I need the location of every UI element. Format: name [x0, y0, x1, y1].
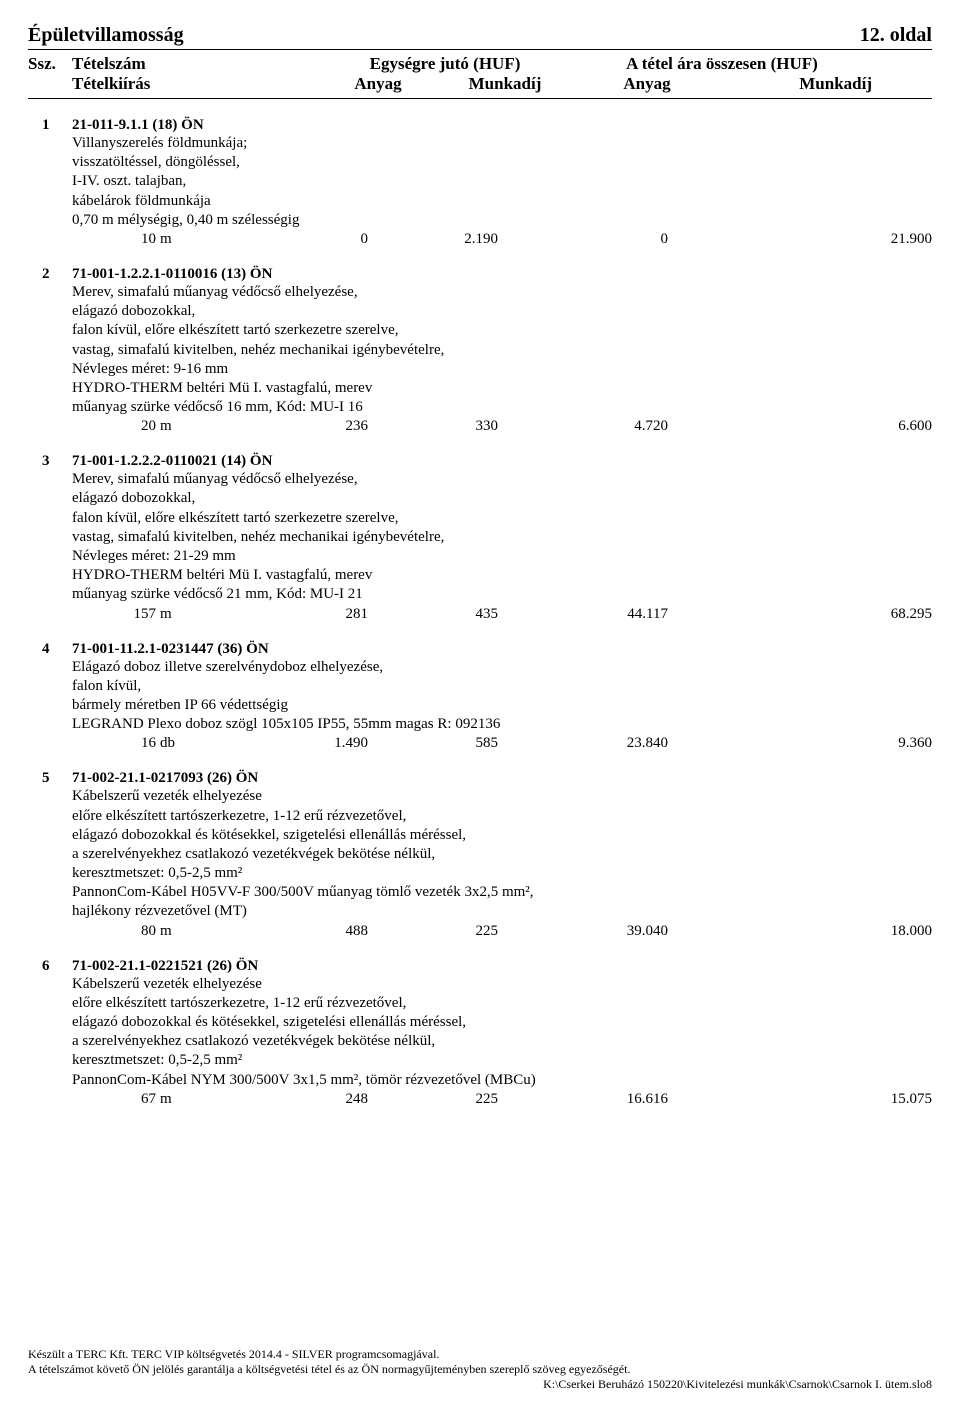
item-desc: Merev, simafalú műanyag védőcső elhelyez… [72, 470, 932, 604]
item-desc: Kábelszerű vezeték elhelyezéseelőre elké… [72, 787, 932, 921]
qty: 80 [72, 923, 160, 940]
footer-line2: A tételszámot követő ÖN jelölés garantál… [28, 1362, 630, 1377]
unit-munkadij: 585 [368, 735, 498, 752]
item-body: 71-001-1.2.2.2-0110021 (14) ÖNMerev, sim… [72, 453, 932, 604]
item-code: 71-001-11.2.1-0231447 (36) ÖN [72, 641, 932, 658]
col-anyag-unit: Anyag [318, 74, 438, 94]
footer-path: K:\Cserkei Beruházó 150220\Kivitelezési … [28, 1377, 932, 1392]
unit-munkadij: 225 [368, 1091, 498, 1108]
item-body: 71-002-21.1-0221521 (26) ÖNKábelszerű ve… [72, 958, 932, 1090]
unit-anyag: 248 [198, 1091, 368, 1108]
item-ssz: 3 [28, 453, 72, 604]
total-munkadij: 68.295 [668, 606, 932, 623]
unit: m [160, 1091, 198, 1108]
total-anyag: 39.040 [498, 923, 668, 940]
total-anyag: 23.840 [498, 735, 668, 752]
col-tetelszam: Tételszám [72, 54, 318, 74]
unit: m [160, 606, 198, 623]
unit-munkadij: 225 [368, 923, 498, 940]
item-qty-row: 10m02.190021.900 [28, 231, 932, 248]
total-anyag: 44.117 [498, 606, 668, 623]
col-tetelkiiras: Tételkiírás [72, 74, 318, 94]
total-munkadij: 15.075 [668, 1091, 932, 1108]
line-item: 371-001-1.2.2.2-0110021 (14) ÖNMerev, si… [28, 453, 932, 604]
line-item: 671-002-21.1-0221521 (26) ÖNKábelszerű v… [28, 958, 932, 1090]
col-munkadij-total: Munkadíj [722, 74, 872, 94]
item-body: 71-001-1.2.2.1-0110016 (13) ÖNMerev, sim… [72, 266, 932, 417]
col-munkadij-unit: Munkadíj [438, 74, 572, 94]
item-qty-row: 20m2363304.7206.600 [28, 418, 932, 435]
line-item: 471-001-11.2.1-0231447 (36) ÖNElágazó do… [28, 641, 932, 735]
col-anyag-total: Anyag [572, 74, 722, 94]
unit: m [160, 418, 198, 435]
item-desc: Elágazó doboz illetve szerelvénydoboz el… [72, 658, 932, 735]
page-number: 12. oldal [860, 24, 932, 47]
qty: 157 [72, 606, 160, 623]
col-total: A tétel ára összesen (HUF) [572, 54, 872, 74]
unit-munkadij: 435 [368, 606, 498, 623]
item-ssz: 6 [28, 958, 72, 1090]
item-qty-row: 16db1.49058523.8409.360 [28, 735, 932, 752]
line-item: 121-011-9.1.1 (18) ÖNVillanyszerelés föl… [28, 117, 932, 230]
page-header: Épületvillamosság 12. oldal [28, 24, 932, 50]
page-footer: Készült a TERC Kft. TERC VIP költségveté… [28, 1347, 932, 1392]
item-body: 71-002-21.1-0217093 (26) ÖNKábelszerű ve… [72, 770, 932, 921]
item-qty-row: 67m24822516.61615.075 [28, 1091, 932, 1108]
item-ssz: 2 [28, 266, 72, 417]
unit-munkadij: 2.190 [368, 231, 498, 248]
unit: db [160, 735, 198, 752]
item-ssz: 5 [28, 770, 72, 921]
unit-munkadij: 330 [368, 418, 498, 435]
item-code: 71-002-21.1-0217093 (26) ÖN [72, 770, 932, 787]
total-anyag: 16.616 [498, 1091, 668, 1108]
unit-anyag: 281 [198, 606, 368, 623]
col-ssz: Ssz. [28, 54, 72, 74]
line-item: 571-002-21.1-0217093 (26) ÖNKábelszerű v… [28, 770, 932, 921]
item-qty-row: 80m48822539.04018.000 [28, 923, 932, 940]
column-header-row2: Tételkiírás Anyag Munkadíj Anyag Munkadí… [28, 74, 932, 99]
total-anyag: 0 [498, 231, 668, 248]
unit: m [160, 231, 198, 248]
unit-anyag: 236 [198, 418, 368, 435]
unit: m [160, 923, 198, 940]
line-item: 271-001-1.2.2.1-0110016 (13) ÖNMerev, si… [28, 266, 932, 417]
item-desc: Merev, simafalú műanyag védőcső elhelyez… [72, 283, 932, 417]
unit-anyag: 0 [198, 231, 368, 248]
item-code: 21-011-9.1.1 (18) ÖN [72, 117, 932, 134]
qty: 16 [72, 735, 160, 752]
item-body: 71-001-11.2.1-0231447 (36) ÖNElágazó dob… [72, 641, 932, 735]
item-body: 21-011-9.1.1 (18) ÖNVillanyszerelés föld… [72, 117, 932, 230]
item-desc: Kábelszerű vezeték elhelyezéseelőre elké… [72, 975, 932, 1090]
total-anyag: 4.720 [498, 418, 668, 435]
qty: 20 [72, 418, 160, 435]
footer-line1: Készült a TERC Kft. TERC VIP költségveté… [28, 1347, 932, 1362]
item-desc: Villanyszerelés földmunkája;visszatöltés… [72, 134, 932, 230]
item-code: 71-001-1.2.2.1-0110016 (13) ÖN [72, 266, 932, 283]
item-ssz: 1 [28, 117, 72, 230]
col-egysegre: Egységre jutó (HUF) [318, 54, 572, 74]
item-code: 71-002-21.1-0221521 (26) ÖN [72, 958, 932, 975]
unit-anyag: 1.490 [198, 735, 368, 752]
items-list: 121-011-9.1.1 (18) ÖNVillanyszerelés föl… [28, 117, 932, 1108]
item-qty-row: 157m28143544.11768.295 [28, 606, 932, 623]
qty: 10 [72, 231, 160, 248]
unit-anyag: 488 [198, 923, 368, 940]
column-header-row1: Ssz. Tételszám Egységre jutó (HUF) A tét… [28, 50, 932, 74]
doc-title: Épületvillamosság [28, 24, 184, 47]
total-munkadij: 9.360 [668, 735, 932, 752]
item-ssz: 4 [28, 641, 72, 735]
qty: 67 [72, 1091, 160, 1108]
total-munkadij: 18.000 [668, 923, 932, 940]
total-munkadij: 6.600 [668, 418, 932, 435]
item-code: 71-001-1.2.2.2-0110021 (14) ÖN [72, 453, 932, 470]
total-munkadij: 21.900 [668, 231, 932, 248]
